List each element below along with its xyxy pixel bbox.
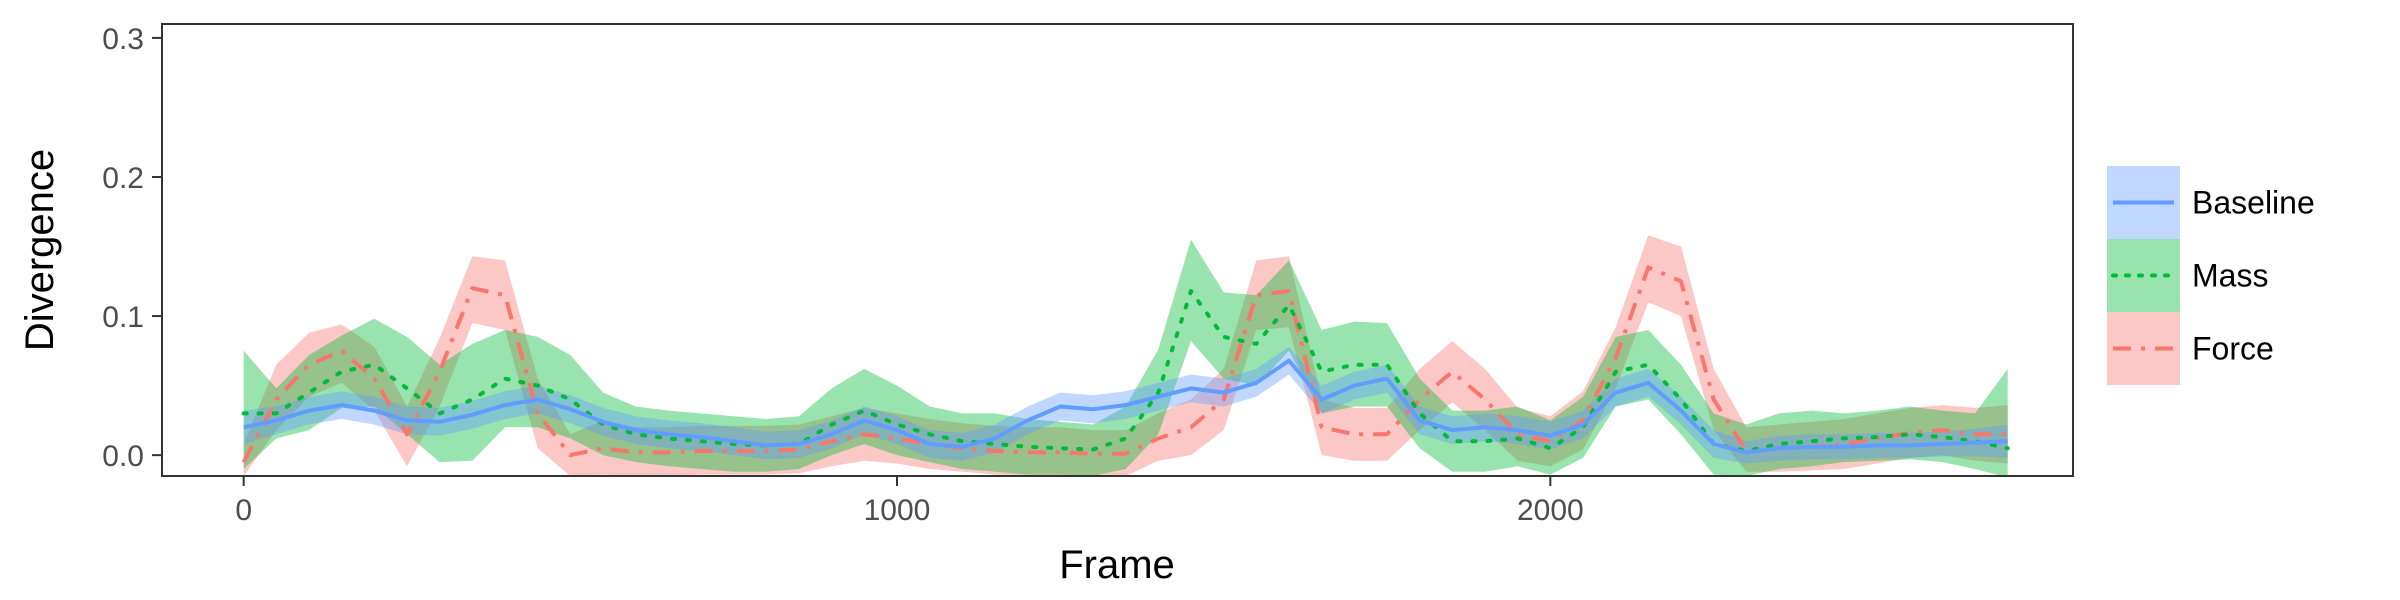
x-tick-label: 1000: [864, 494, 931, 527]
baseline-line: [243, 358, 2008, 455]
x-axis-title: Frame: [1059, 543, 1175, 587]
legend-label-force: Force: [2192, 331, 2274, 367]
plot-panel-border: [161, 23, 2074, 477]
y-tick-label: 0.1: [102, 301, 144, 334]
y-tick-label: 0.0: [102, 440, 144, 473]
legend-label-mass: Mass: [2192, 258, 2268, 294]
legend-label-baseline: Baseline: [2192, 185, 2315, 221]
legend-item-force: Force: [2107, 312, 2274, 385]
y-axis: 0.0 0.1 0.2 0.3: [102, 23, 162, 473]
x-tick-label: 2000: [1517, 494, 1584, 527]
series-lines: [241, 265, 2010, 464]
force-line: [241, 265, 2008, 464]
x-tick-label: 0: [235, 494, 252, 527]
legend: Baseline Mass Force: [2107, 166, 2315, 385]
y-axis-title: Divergence: [18, 149, 62, 351]
mass-confidence-band: [243, 239, 2008, 476]
legend-item-mass: Mass: [2107, 239, 2268, 312]
y-tick-label: 0.3: [102, 23, 144, 56]
x-axis: 0 1000 2000: [235, 476, 1584, 527]
legend-item-baseline: Baseline: [2107, 166, 2315, 239]
y-tick-label: 0.2: [102, 162, 144, 195]
force-confidence-band: [243, 235, 2008, 476]
